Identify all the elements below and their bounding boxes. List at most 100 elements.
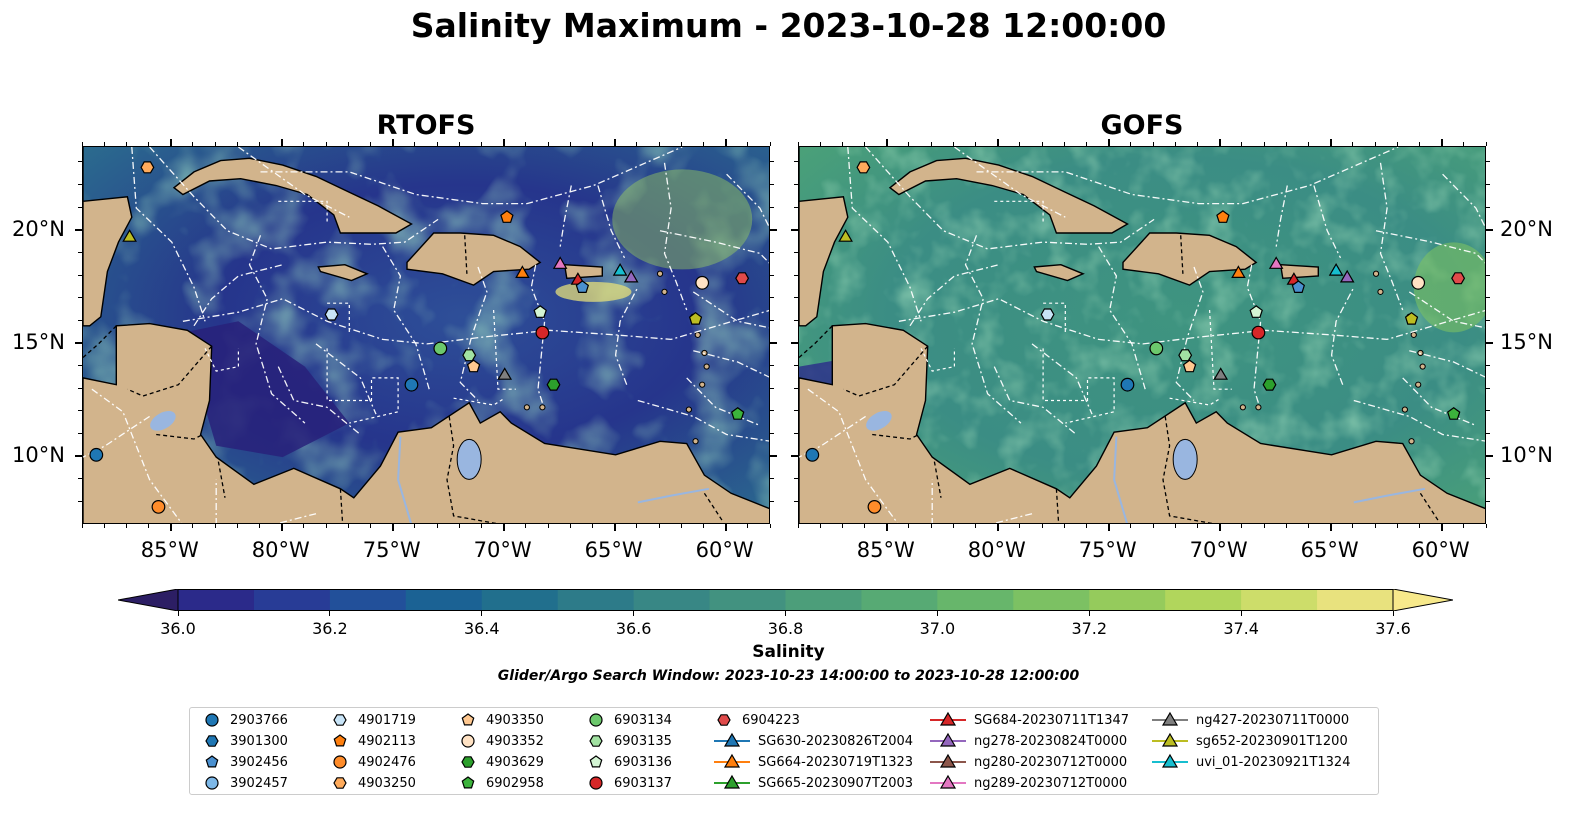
float-marker-4902476[interactable] [867,499,882,514]
legend-marker[interactable] [1161,732,1179,747]
tick-mark [1486,274,1490,276]
float-marker-6902958[interactable] [730,407,745,420]
float-marker-4902113[interactable] [1216,210,1230,223]
colorbar-segment [937,589,1014,611]
tick-mark [1486,455,1490,457]
colorbar-segment [633,589,711,611]
legend-marker[interactable] [589,713,603,727]
float-marker-ng289[interactable] [1268,256,1284,269]
legend-marker[interactable] [333,755,347,769]
legend-marker[interactable] [461,713,475,726]
float-marker-2903766[interactable] [1120,377,1135,392]
tick-mark [78,432,82,434]
float-marker-4903250[interactable] [140,161,155,174]
tick-mark [78,183,82,185]
float-marker-6903137[interactable] [535,325,550,340]
float-marker-4903629[interactable] [1262,378,1277,391]
legend-marker[interactable] [205,755,219,768]
legend-marker[interactable] [205,735,219,747]
tick-mark [170,524,172,528]
float-marker-3902456[interactable] [1291,280,1306,293]
legend-marker[interactable] [205,713,219,727]
float-marker-uvi_01[interactable] [1328,263,1344,276]
legend-marker[interactable] [1161,753,1179,768]
float-marker-ng278[interactable] [623,269,639,283]
float-marker-dot[interactable] [688,311,703,325]
legend-marker[interactable] [333,714,347,726]
float-marker-2903766-b[interactable] [805,447,820,462]
float-marker-4903352[interactable] [1411,275,1426,290]
tick-mark [930,142,932,146]
legend-marker[interactable] [589,735,603,747]
float-marker-ng289[interactable] [552,256,568,269]
float-marker-SG664[interactable] [1231,265,1246,278]
float-marker-4901719[interactable] [1040,308,1055,321]
float-marker-2903766[interactable] [404,377,419,392]
country-border [799,325,833,358]
float-marker-6902958[interactable] [1446,407,1461,420]
float-marker-4903352[interactable] [695,275,710,290]
float-marker-4903250[interactable] [856,161,871,174]
colorbar-segment [709,589,786,611]
float-marker-4902476[interactable] [151,499,166,514]
float-marker-6904223[interactable] [1451,272,1466,285]
tick-mark [794,297,798,299]
legend-marker[interactable] [723,774,741,789]
tick-mark [503,142,505,146]
legend-marker[interactable] [939,732,957,747]
tick-mark [1486,297,1490,299]
float-marker-SG664[interactable] [515,265,530,278]
eez-boundary [83,415,150,458]
float-marker-ng427[interactable] [1213,367,1229,380]
legend-marker[interactable] [461,756,475,768]
float-marker-ng278[interactable] [1339,269,1355,283]
tick-mark [414,524,416,528]
float-marker-2903766-b[interactable] [89,447,104,462]
float-marker-6903137[interactable] [1251,325,1266,340]
float-marker-sg652[interactable] [122,229,137,242]
lat-tick-label: 15°N [1500,329,1553,354]
float-marker-6904223[interactable] [735,272,750,285]
float-marker-6903135[interactable] [1178,349,1193,362]
tick-mark [1152,524,1154,528]
float-marker-4903629[interactable] [546,378,561,391]
float-marker-6903134[interactable] [433,341,448,356]
float-marker-4903350[interactable] [466,359,481,373]
legend-marker[interactable] [723,732,741,747]
legend-marker[interactable] [333,734,347,747]
legend-marker[interactable] [589,776,603,790]
legend-marker[interactable] [461,776,475,789]
legend-marker[interactable] [1161,711,1179,726]
river [637,487,710,504]
float-marker-sg652[interactable] [838,229,853,242]
float-marker-6903135[interactable] [462,349,477,362]
legend-marker[interactable] [939,753,957,768]
float-marker-4902113[interactable] [500,210,514,223]
legend-marker[interactable] [333,777,347,789]
small-island [523,404,530,411]
eez-boundary [131,147,206,322]
float-marker-4903350[interactable] [1182,359,1197,373]
legend-marker[interactable] [461,734,475,748]
tick-mark [1285,142,1287,146]
legend-marker[interactable] [205,776,219,790]
legend-marker[interactable] [939,711,957,726]
legend-item: 3902457 [200,773,288,793]
float-marker-6903136[interactable] [1249,305,1263,318]
float-marker-ng427[interactable] [497,367,513,380]
float-marker-3902456[interactable] [575,280,590,293]
float-marker-6903134[interactable] [1149,341,1164,356]
legend-marker[interactable] [589,755,603,768]
map-rtofs[interactable] [82,146,770,524]
float-marker-6903136[interactable] [533,305,547,318]
tick-mark [1418,524,1420,528]
legend-marker[interactable] [717,714,731,726]
float-marker-4901719[interactable] [324,308,339,321]
tick-mark [614,142,616,146]
tick-mark [841,524,843,528]
map-gofs[interactable] [798,146,1486,524]
legend-marker[interactable] [723,753,741,768]
float-marker-dot[interactable] [1404,311,1419,325]
legend-marker[interactable] [939,774,957,789]
float-marker-uvi_01[interactable] [612,263,628,276]
